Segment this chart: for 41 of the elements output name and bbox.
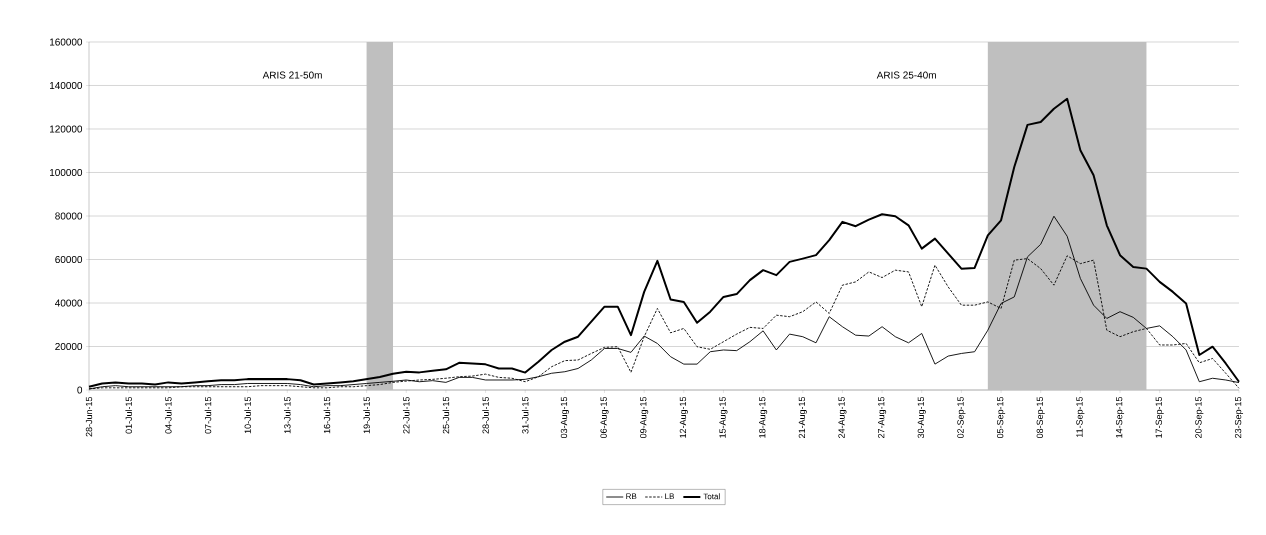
x-tick-label: 05-Sep-15 [996, 396, 1006, 439]
annotation: ARIS 21-50m [262, 71, 322, 79]
y-tick-label: 160000 [50, 38, 83, 46]
x-tick-label: 02-Sep-15 [957, 396, 966, 439]
annotation: ARIS 25-40m [876, 71, 936, 79]
x-tick-label: 07-Jul-15 [204, 396, 212, 434]
y-tick-label: 60000 [55, 255, 83, 264]
x-tick-label: 24-Aug-15 [838, 396, 847, 438]
x-tick-label: 18-Aug-15 [759, 396, 768, 438]
x-tick-label: 31-Jul-15 [521, 396, 529, 434]
x-tick-label: 17-Sep-15 [1155, 396, 1164, 438]
x-tick-label: 21-Aug-15 [798, 396, 807, 438]
x-tick-label: 20-Sep-15 [1195, 396, 1204, 438]
x-tick-label: 04-Jul-15 [165, 396, 172, 434]
y-tick-label: 120000 [50, 125, 83, 133]
x-tick-label: 14-Sep-15 [1115, 396, 1125, 438]
y-tick-label: 20000 [55, 342, 83, 351]
x-tick-label: 11-Sep-15 [1076, 396, 1085, 438]
x-tick-label: 01-Jul-15 [125, 396, 132, 434]
x-tick-label: 10-Jul-15 [244, 396, 251, 434]
x-tick-label: 08-Sep-15 [1036, 396, 1045, 439]
x-tick-label: 09-Aug-15 [640, 396, 649, 439]
x-tick-label: 19-Jul-15 [363, 396, 370, 434]
y-tick-label: 80000 [55, 212, 83, 220]
x-tick-label: 06-Aug-15 [600, 396, 609, 439]
x-tick-label: 16-Jul-15 [323, 396, 331, 434]
x-tick-label: 22-Jul-15 [402, 396, 410, 434]
y-tick-label: 100000 [50, 168, 83, 177]
x-tick-label: 23-Sep-15 [1234, 396, 1244, 438]
x-tick-label: 28-Jul-15 [482, 396, 489, 434]
x-tick-label: 13-Jul-15 [283, 396, 291, 434]
x-tick-label: 12-Aug-15 [679, 396, 688, 438]
x-tick-label: 15-Aug-15 [719, 396, 728, 438]
x-tick-label: 30-Aug-15 [917, 396, 926, 439]
y-tick-label: 0 [77, 386, 83, 394]
x-tick-label: 25-Jul-15 [442, 396, 450, 434]
x-tick-label: 03-Aug-15 [560, 396, 569, 439]
x-tick-label: 28-Jun-15 [85, 396, 93, 437]
x-tick-label: 27-Aug-15 [878, 396, 887, 438]
y-tick-label: 40000 [55, 299, 83, 307]
y-tick-label: 140000 [50, 81, 83, 90]
